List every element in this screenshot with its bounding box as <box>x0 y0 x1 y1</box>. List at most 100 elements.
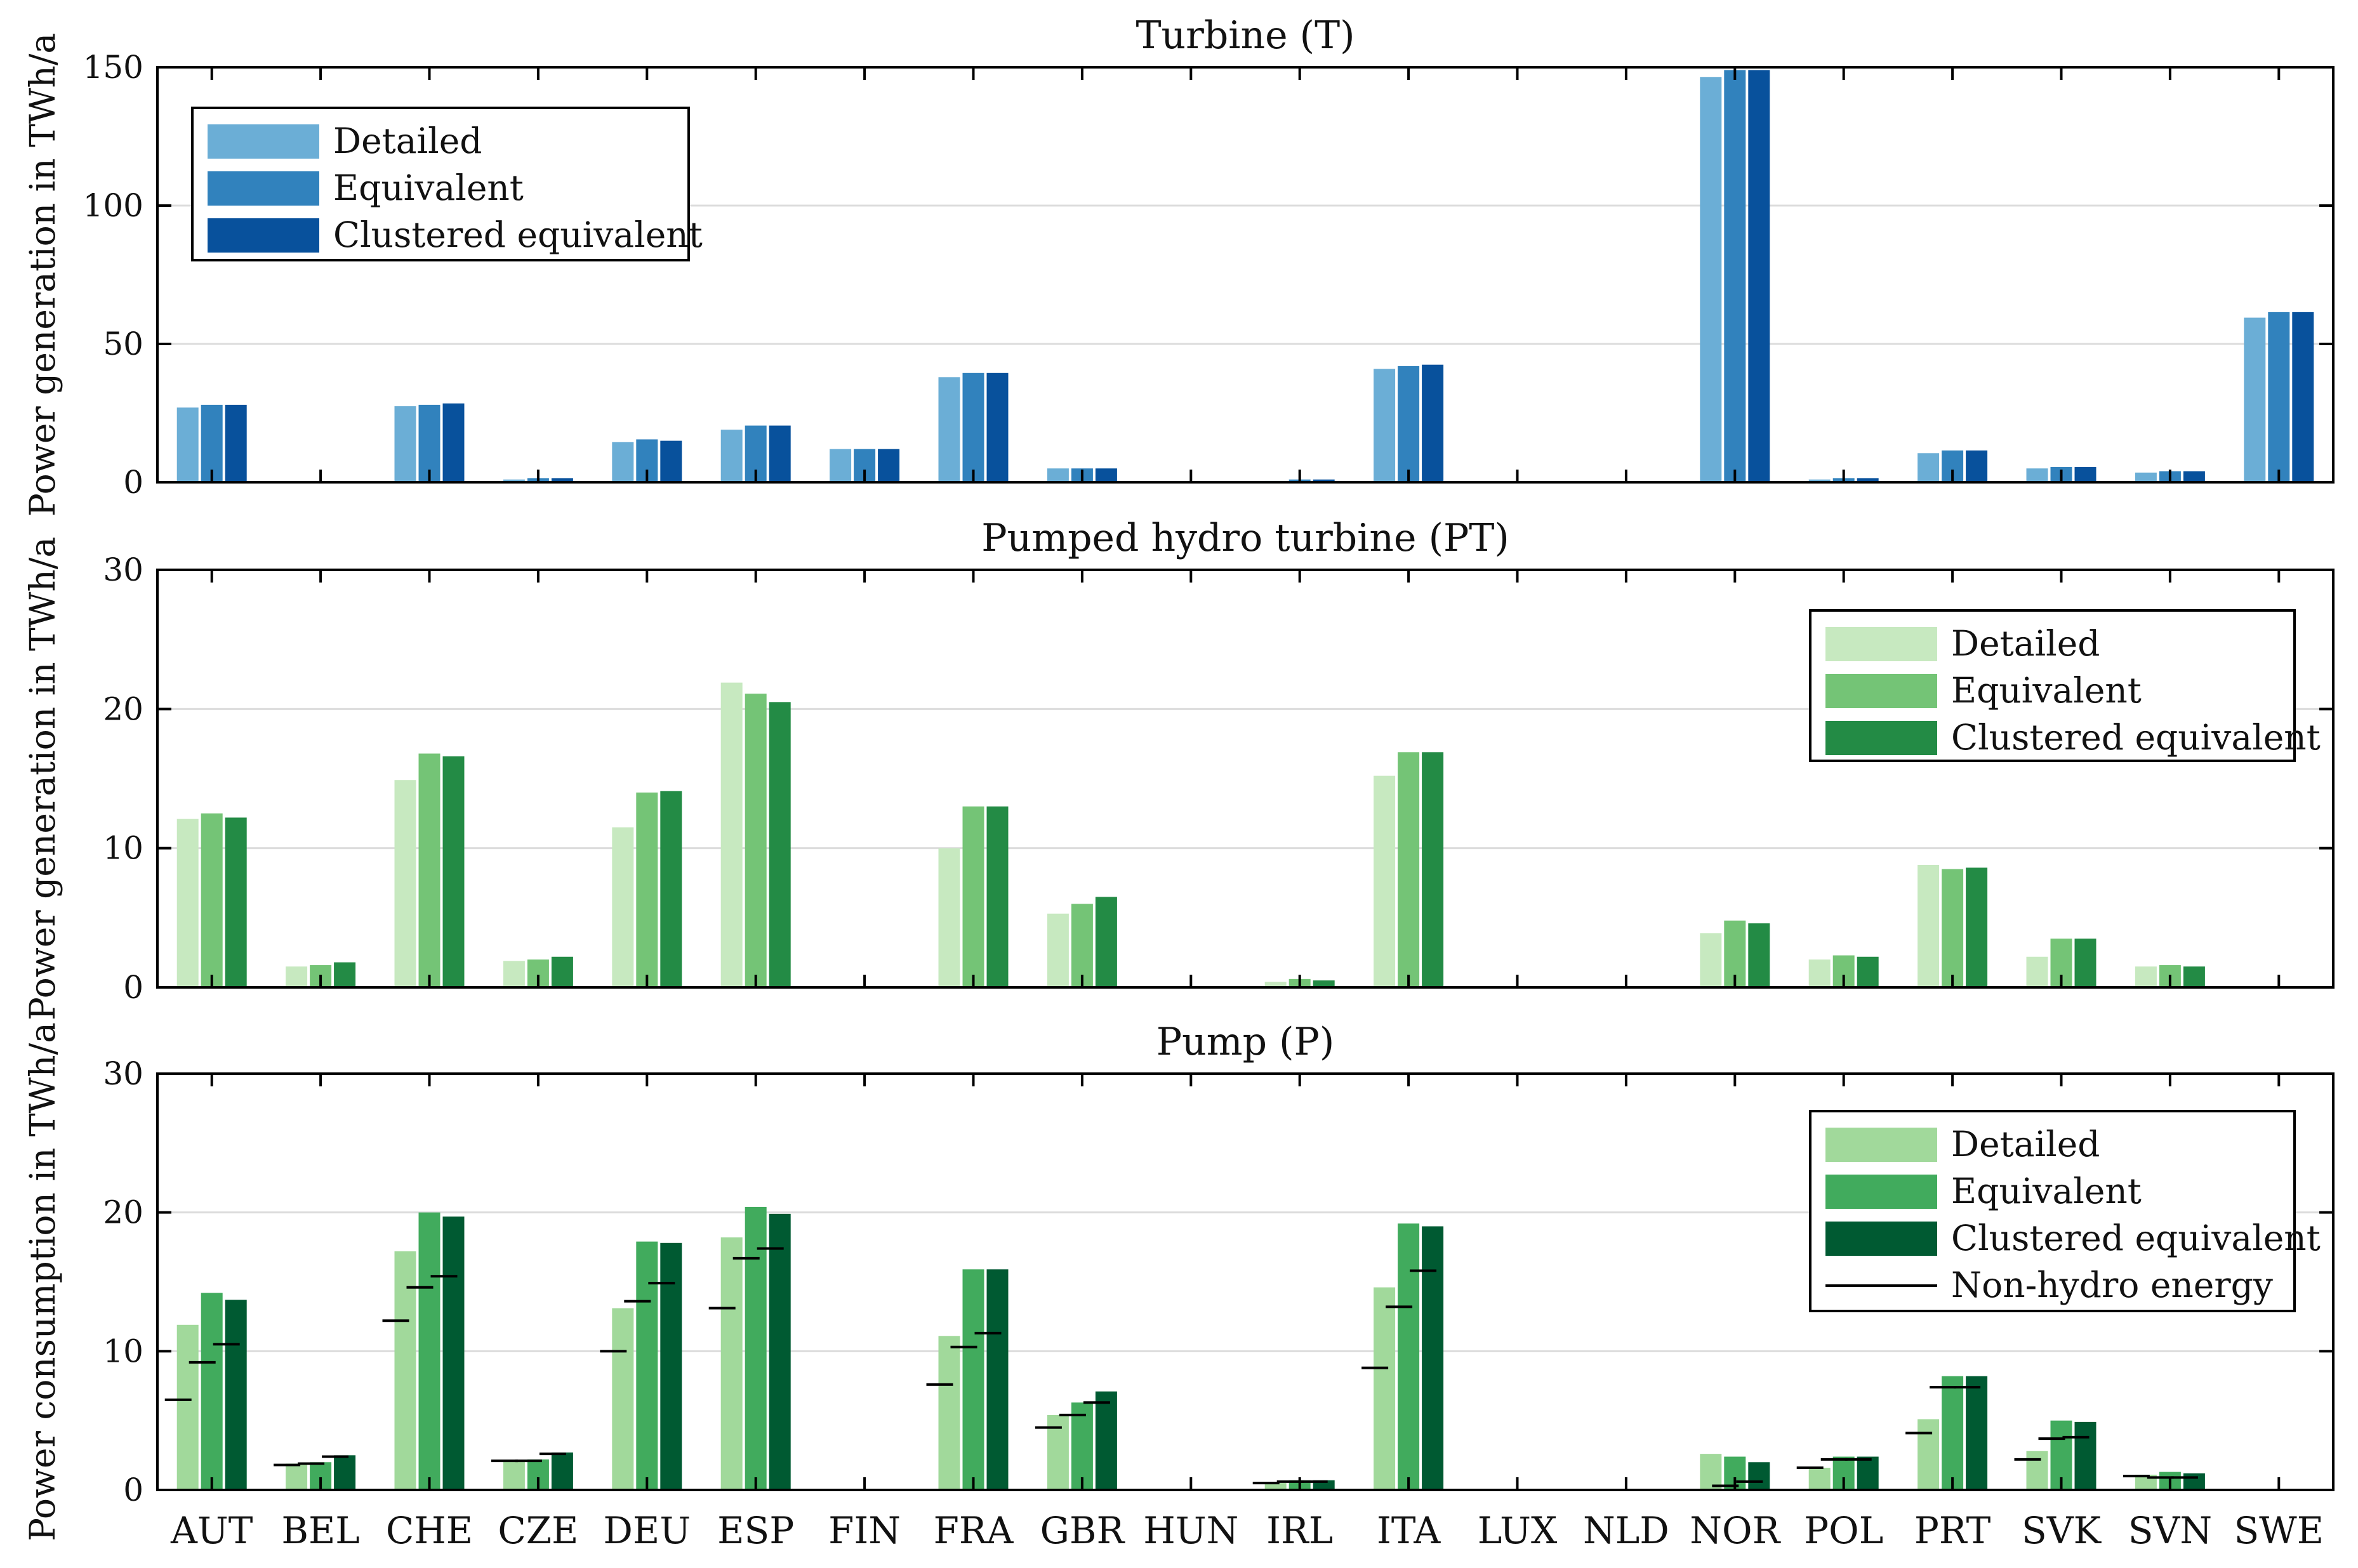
y-tick-label: 30 <box>103 1055 143 1092</box>
bar <box>2074 939 2096 987</box>
y-tick-label: 10 <box>103 1333 143 1369</box>
bar <box>2026 956 2048 987</box>
x-tick-label: CZE <box>498 1509 578 1552</box>
panel-title: Pumped hydro turbine (PT) <box>981 516 1509 560</box>
bar <box>201 404 223 482</box>
bar <box>176 819 199 987</box>
bar <box>1857 478 1879 482</box>
bar <box>986 372 1009 482</box>
legend-swatch <box>208 218 319 253</box>
legend: Detailed Equivalent Clustered equivalent No… <box>1809 1110 2321 1312</box>
axes-frame <box>156 1072 2335 1491</box>
bar <box>551 478 573 482</box>
bar <box>2183 966 2205 987</box>
y-tick-label: 50 <box>103 326 143 362</box>
x-tick-label: FIN <box>828 1509 901 1552</box>
bar <box>2026 1451 2048 1490</box>
bar <box>1748 923 1770 987</box>
x-tick-label: SVN <box>2128 1509 2212 1552</box>
bar <box>1422 364 1444 482</box>
legend-swatch <box>1825 1175 1937 1209</box>
x-tick-label: LUX <box>1478 1509 1558 1552</box>
bar <box>201 1293 223 1490</box>
bar <box>769 702 791 987</box>
x-tick-label: GBR <box>1040 1509 1126 1552</box>
bar <box>1918 864 1940 987</box>
bar <box>1942 869 1964 987</box>
bar <box>769 425 791 482</box>
legend-label: Detailed <box>1951 1124 2100 1164</box>
bar <box>2292 312 2314 482</box>
bar <box>2074 467 2096 482</box>
bar <box>745 1206 767 1490</box>
legend: Detailed Equivalent Clustered equivalent <box>191 107 703 261</box>
bar <box>938 848 960 987</box>
y-tick-label: 150 <box>83 49 143 86</box>
x-tick-label: ITA <box>1377 1509 1441 1552</box>
axes-frame <box>156 569 2335 989</box>
bar <box>612 827 634 987</box>
legend-label: Equivalent <box>1951 670 2142 711</box>
legend-label: Equivalent <box>333 168 524 208</box>
bar <box>442 1216 465 1490</box>
bar <box>720 682 743 987</box>
bar <box>1374 1287 1396 1490</box>
x-tick-label: BEL <box>281 1509 359 1552</box>
bar <box>442 403 465 482</box>
y-tick-label: 0 <box>123 464 143 501</box>
legend-swatch <box>1825 1128 1937 1162</box>
bar <box>938 377 960 482</box>
bar <box>1095 1391 1117 1490</box>
bar <box>2135 472 2157 482</box>
panel-1: 0 50 100 150 Turbine (T) Power generation in … <box>22 13 2335 517</box>
x-tick-label: DEU <box>603 1509 691 1552</box>
bar <box>418 753 440 987</box>
bar <box>286 966 308 987</box>
bar <box>551 956 573 987</box>
bar <box>1047 913 1069 987</box>
bar <box>1398 1223 1420 1490</box>
bar <box>1748 1462 1770 1490</box>
y-tick-label: 0 <box>123 1472 143 1508</box>
bar <box>1966 867 1988 987</box>
bar <box>394 780 416 987</box>
bar <box>1047 468 1069 482</box>
bar <box>176 1324 199 1490</box>
bar <box>1918 1419 1940 1490</box>
y-tick-label: 20 <box>103 1194 143 1231</box>
bar <box>394 406 416 482</box>
bar <box>2183 1473 2205 1490</box>
bar <box>551 1452 573 1490</box>
legend-swatch <box>1825 627 1937 661</box>
panel-3: 0 10 20 30 Pump (P) Power consumption in TWh/… <box>22 1020 2335 1541</box>
x-tick-label: FRA <box>934 1509 1014 1552</box>
legend-swatch <box>1825 721 1937 755</box>
legend: Detailed Equivalent Clustered equivalent <box>1809 609 2321 762</box>
bar <box>2135 966 2157 987</box>
bar <box>720 1237 743 1490</box>
bar <box>503 961 525 987</box>
x-tick-label: ESP <box>717 1509 794 1552</box>
bar <box>418 1212 440 1490</box>
bar <box>1700 1454 1722 1490</box>
x-tick-label: HUN <box>1143 1509 1238 1552</box>
bar <box>225 1300 247 1490</box>
bar <box>1264 982 1287 987</box>
bar <box>334 962 356 987</box>
bar <box>720 430 743 482</box>
bar <box>1748 70 1770 483</box>
bar <box>334 1455 356 1490</box>
bar <box>636 792 658 987</box>
bar <box>286 1463 308 1490</box>
bar <box>660 440 682 482</box>
bar <box>769 1213 791 1490</box>
bar <box>225 817 247 987</box>
bar <box>1374 775 1396 987</box>
bar <box>962 372 984 482</box>
bar <box>1700 77 1722 482</box>
bar <box>1071 1402 1093 1490</box>
y-tick-label: 10 <box>103 830 143 867</box>
bar <box>1700 933 1722 987</box>
x-tick-label: NLD <box>1583 1509 1669 1552</box>
bar <box>938 1336 960 1490</box>
